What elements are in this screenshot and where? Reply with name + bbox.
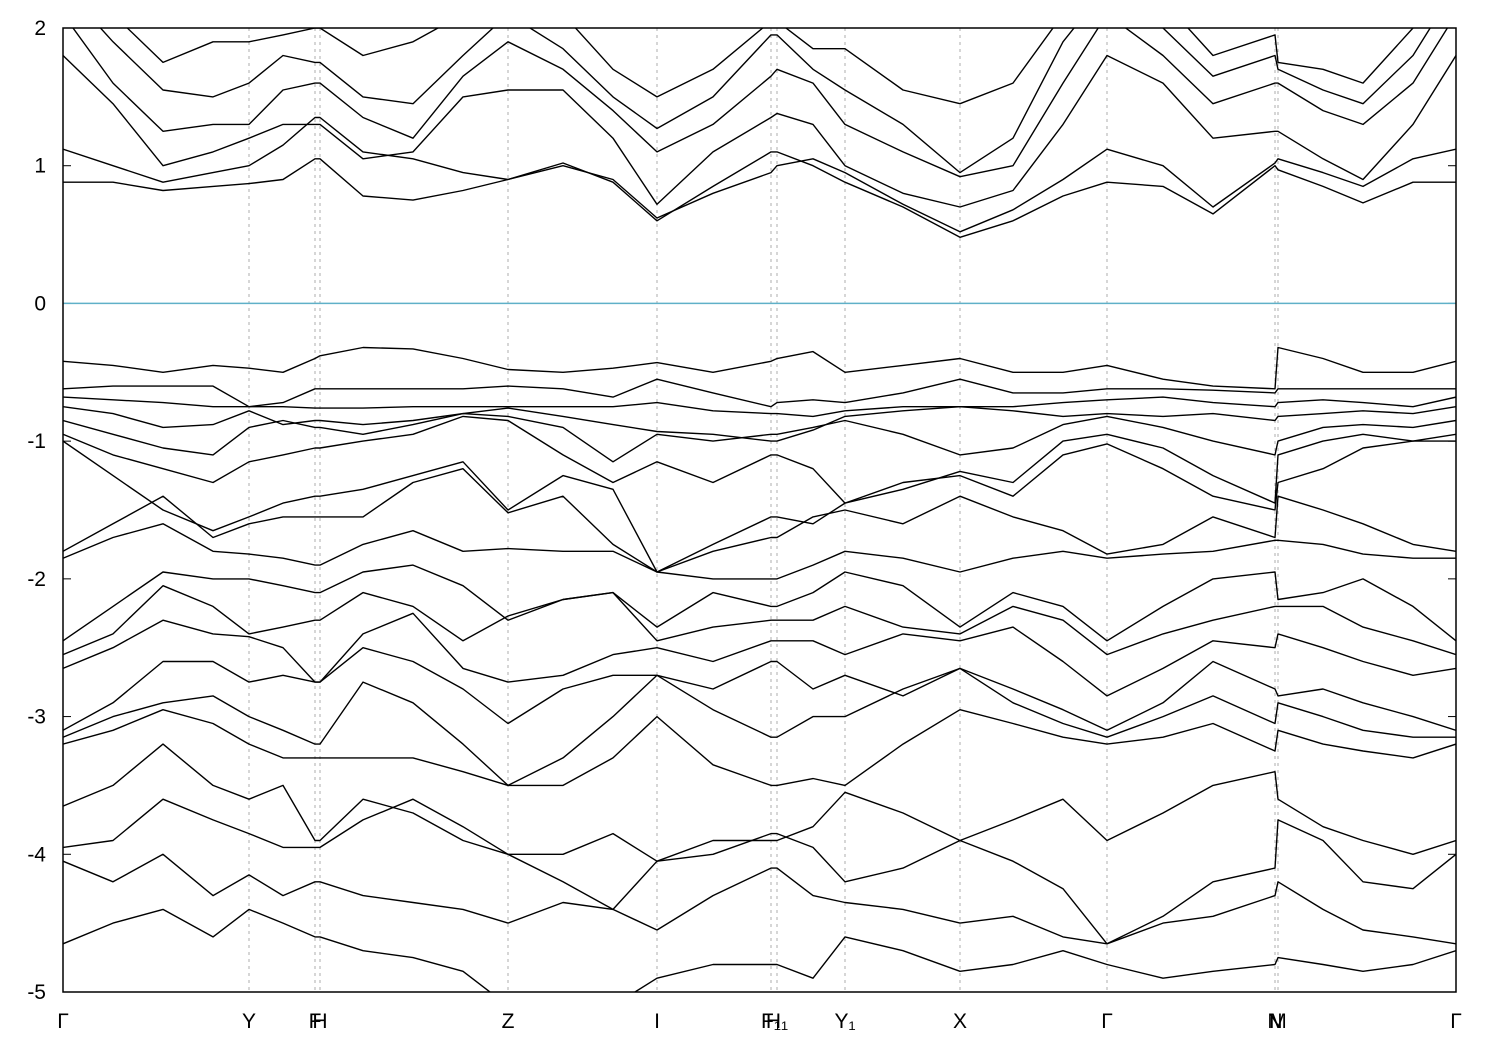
x-tick-label: Γ xyxy=(1101,1010,1113,1033)
y-tick-label: -5 xyxy=(27,981,46,1004)
x-tick-label: X xyxy=(953,1010,967,1033)
band xyxy=(63,585,1456,656)
band xyxy=(99,28,1432,174)
band xyxy=(63,743,1456,862)
x-tick-label: H xyxy=(312,1010,327,1033)
band xyxy=(63,378,1456,408)
band xyxy=(63,151,1456,238)
y-tick-label: -1 xyxy=(27,430,46,453)
band xyxy=(63,415,1456,504)
band xyxy=(63,412,1456,463)
band xyxy=(63,523,1456,580)
grid xyxy=(62,27,1457,993)
x-tick-label: Z xyxy=(502,1010,515,1033)
band xyxy=(63,853,1456,945)
x-tick-label: Y xyxy=(242,1010,256,1033)
x-tick-label: F xyxy=(309,1010,322,1033)
band xyxy=(63,346,1456,390)
y-tick-label: -2 xyxy=(27,568,46,591)
y-tick-label: -4 xyxy=(27,843,46,866)
x-tick-label: Γ xyxy=(57,1010,69,1033)
band xyxy=(126,28,1414,105)
y-tick-label: 2 xyxy=(34,17,46,40)
band xyxy=(63,647,1456,731)
band xyxy=(63,54,1456,208)
band xyxy=(63,798,1456,945)
x-tick-label: H₁ xyxy=(766,1010,788,1033)
bands xyxy=(63,28,1456,992)
y-tick-label: 0 xyxy=(34,292,46,315)
band xyxy=(63,667,1456,787)
x-tick-label: Γ xyxy=(1450,1010,1462,1033)
band xyxy=(63,396,1456,418)
band xyxy=(63,468,1456,573)
x-tick-label: Y₁ xyxy=(834,1010,855,1033)
band xyxy=(63,440,1456,573)
band xyxy=(63,564,1456,642)
band xyxy=(63,612,1456,697)
band xyxy=(72,28,1449,178)
y-tick-label: -3 xyxy=(27,706,46,729)
x-tick-label: M xyxy=(1269,1010,1287,1033)
x-tick-label: N xyxy=(1267,1010,1282,1033)
band xyxy=(63,116,1456,233)
band xyxy=(63,709,1456,787)
plot-frame xyxy=(62,27,1457,993)
x-tick-label: I xyxy=(654,1010,660,1033)
band xyxy=(63,908,1456,992)
y-tick-label: 1 xyxy=(34,155,46,178)
x-tick-label: F₁ xyxy=(761,1010,781,1033)
